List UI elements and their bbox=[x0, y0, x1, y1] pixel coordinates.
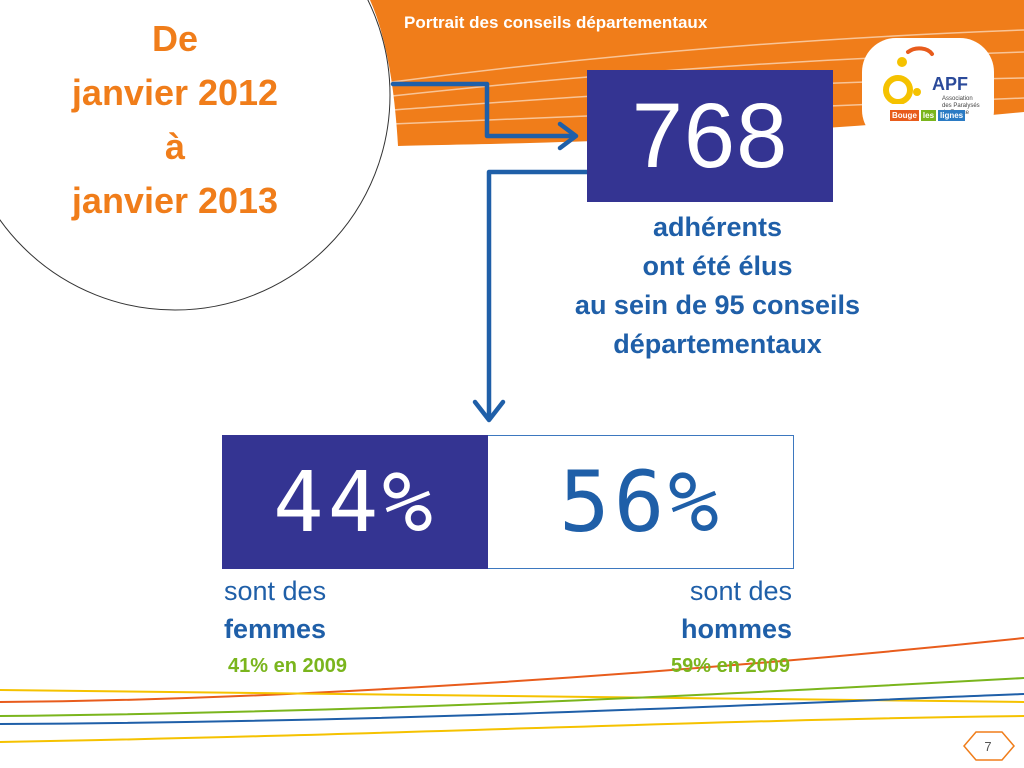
flow-arrows bbox=[390, 81, 590, 423]
men-percent: 56% bbox=[559, 453, 723, 551]
women-2009: 41% en 2009 bbox=[228, 655, 347, 677]
apf-subtitle-line: des Paralysés bbox=[942, 103, 980, 109]
men-caption-prefix: sont des bbox=[689, 576, 792, 606]
badge-word: Bouge bbox=[890, 110, 919, 121]
caption-line: départementaux bbox=[613, 329, 822, 359]
slide-title: Portrait des conseils départementaux bbox=[404, 13, 708, 32]
bottom-lines bbox=[0, 637, 1024, 743]
badge-word: lignes bbox=[938, 110, 966, 121]
caption-line: ont été élus bbox=[642, 251, 793, 281]
women-caption: sont des femmes bbox=[224, 572, 326, 648]
caption-line: au sein de 95 conseils bbox=[574, 290, 861, 320]
apf-figure-icon bbox=[883, 46, 934, 104]
women-percent: 44% bbox=[222, 435, 488, 569]
page-number-frame bbox=[963, 731, 1015, 761]
apf-logo: APF Association des Paralysés de France … bbox=[880, 44, 990, 140]
men-caption-word: hommes bbox=[680, 614, 792, 644]
period-label: De janvier 2012 à janvier 2013 bbox=[20, 12, 330, 228]
apf-badge: Bouge les lignes bbox=[890, 110, 966, 121]
apf-subtitle-line: Association bbox=[942, 96, 973, 102]
men-2009: 59% en 2009 bbox=[671, 655, 790, 677]
members-caption: adhérents ont été élus au sein de 95 con… bbox=[520, 208, 915, 364]
period-line: à bbox=[164, 126, 186, 167]
badge-word: les bbox=[920, 110, 937, 121]
caption-line: adhérents bbox=[652, 212, 783, 242]
period-line: janvier 2013 bbox=[71, 180, 279, 221]
page-number: 7 bbox=[984, 738, 992, 754]
women-caption-word: femmes bbox=[224, 614, 327, 644]
period-line: janvier 2012 bbox=[71, 72, 279, 113]
period-circle bbox=[0, 0, 391, 311]
women-caption-prefix: sont des bbox=[224, 576, 327, 606]
men-caption: sont des hommes bbox=[590, 572, 792, 648]
apf-acronym: APF bbox=[932, 74, 968, 94]
members-count-box: 768 bbox=[587, 70, 833, 202]
period-line: De bbox=[151, 18, 199, 59]
